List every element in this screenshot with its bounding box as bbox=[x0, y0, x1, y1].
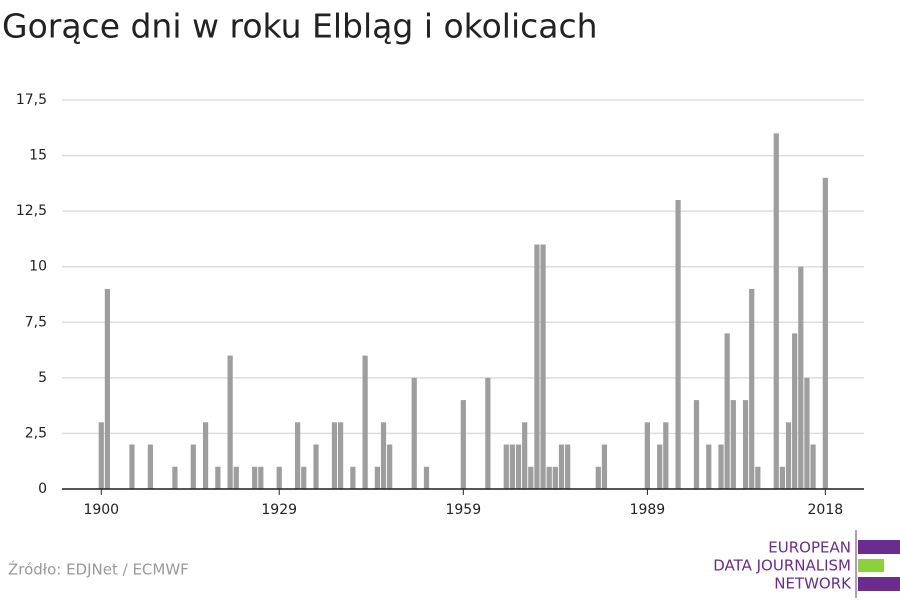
logo-text: NETWORK bbox=[774, 575, 852, 593]
bar bbox=[350, 466, 356, 489]
y-tick-label: 7,5 bbox=[25, 314, 47, 330]
y-tick-label: 17,5 bbox=[16, 92, 47, 108]
x-tick-label: 1929 bbox=[261, 502, 297, 518]
y-tick-label: 15 bbox=[29, 148, 47, 164]
bar bbox=[718, 444, 724, 489]
bar bbox=[693, 400, 700, 489]
bar bbox=[509, 444, 516, 489]
bar bbox=[362, 355, 368, 489]
bar bbox=[804, 377, 810, 489]
bar bbox=[380, 422, 387, 489]
bar bbox=[663, 422, 669, 489]
bar bbox=[779, 466, 785, 489]
bar bbox=[534, 244, 540, 489]
logo-bar bbox=[858, 577, 900, 591]
logo-text: EUROPEAN bbox=[768, 539, 851, 557]
bar bbox=[129, 444, 135, 489]
bar bbox=[98, 422, 104, 489]
bar bbox=[755, 466, 761, 489]
bar bbox=[190, 444, 196, 489]
logo-bar bbox=[858, 540, 900, 554]
bar bbox=[104, 288, 111, 489]
bar bbox=[295, 422, 301, 489]
x-tick-label: 1959 bbox=[445, 502, 481, 518]
bar bbox=[147, 444, 153, 489]
y-tick-label: 10 bbox=[29, 259, 47, 275]
x-tick-label: 1989 bbox=[630, 502, 666, 518]
bar bbox=[233, 466, 239, 489]
bar bbox=[558, 444, 565, 489]
bar bbox=[215, 466, 221, 489]
bar bbox=[258, 466, 264, 489]
bar bbox=[749, 288, 755, 489]
bar bbox=[773, 133, 779, 490]
bar bbox=[798, 266, 804, 489]
bar bbox=[301, 466, 307, 489]
x-tick-label: 2018 bbox=[808, 502, 844, 518]
bar bbox=[252, 466, 258, 489]
bar bbox=[522, 422, 528, 489]
bar bbox=[528, 466, 534, 489]
bar bbox=[742, 400, 749, 489]
bar bbox=[601, 444, 608, 489]
bar bbox=[810, 444, 816, 489]
bar bbox=[515, 444, 522, 489]
y-tick-label: 12,5 bbox=[16, 203, 47, 219]
bar bbox=[411, 377, 417, 489]
bar bbox=[724, 333, 730, 489]
source: Źródło: EDJNet / ECMWF bbox=[8, 560, 189, 579]
logo-text: DATA JOURNALISM bbox=[713, 557, 851, 575]
bar bbox=[374, 466, 381, 489]
bar bbox=[657, 444, 663, 489]
bar bbox=[822, 177, 828, 490]
bar bbox=[730, 400, 736, 489]
bar bbox=[202, 422, 209, 489]
bar bbox=[565, 444, 571, 489]
bar bbox=[546, 466, 552, 489]
bar bbox=[337, 422, 344, 489]
bar bbox=[423, 466, 430, 489]
bar bbox=[331, 422, 338, 489]
bar bbox=[387, 444, 393, 489]
bar bbox=[706, 444, 712, 489]
bar bbox=[792, 333, 798, 489]
bar bbox=[313, 444, 319, 489]
bar bbox=[540, 244, 546, 489]
y-tick-label: 2,5 bbox=[25, 425, 47, 441]
y-tick-label: 0 bbox=[38, 481, 47, 497]
bar bbox=[785, 422, 792, 489]
chart-title: Gorące dni w roku Elbląg i okolicach bbox=[2, 7, 598, 46]
bar bbox=[276, 466, 282, 489]
bar bbox=[503, 444, 509, 489]
bar bbox=[644, 422, 651, 489]
bar bbox=[552, 466, 558, 489]
bar bbox=[172, 466, 178, 489]
bar bbox=[675, 200, 681, 489]
bar bbox=[595, 466, 601, 489]
bar bbox=[460, 400, 466, 489]
logo-bar bbox=[858, 559, 884, 572]
y-tick-label: 5 bbox=[38, 370, 47, 386]
bar bbox=[485, 377, 491, 489]
x-tick-label: 1900 bbox=[83, 502, 119, 518]
bar bbox=[227, 355, 233, 489]
